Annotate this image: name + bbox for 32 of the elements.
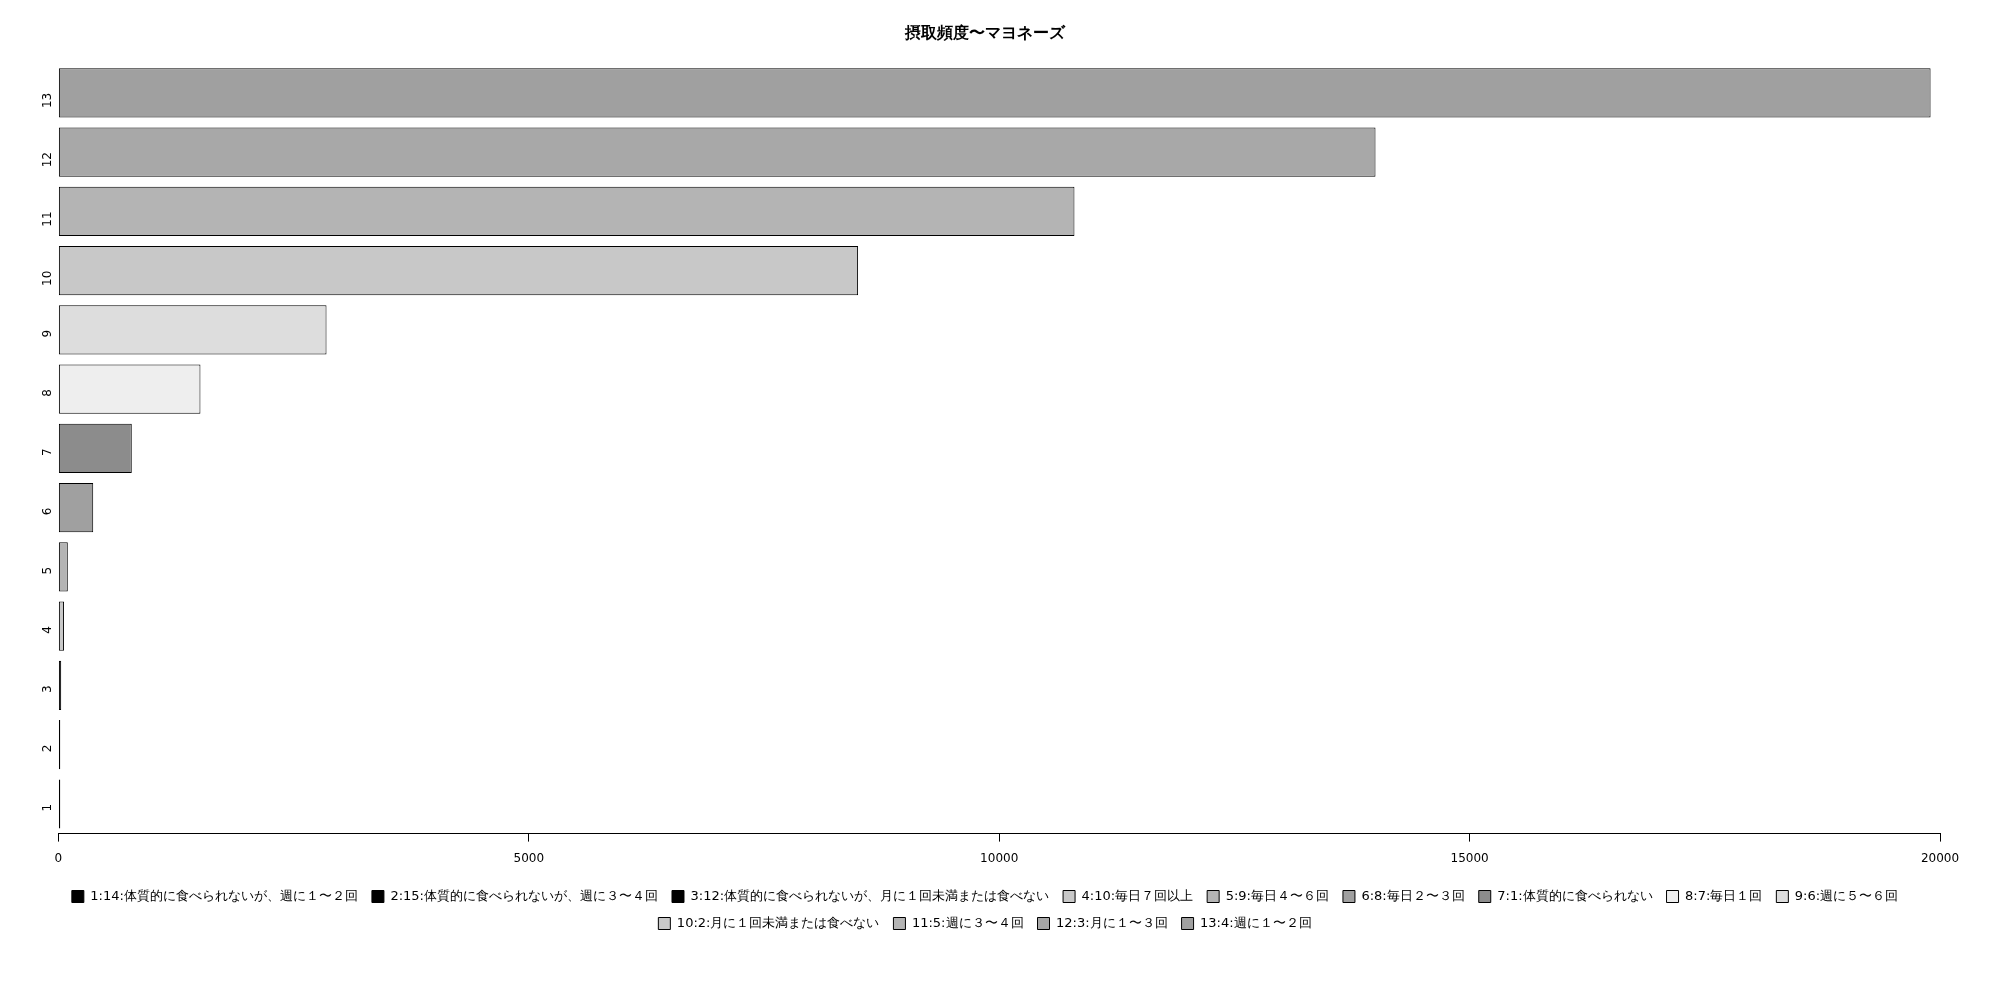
legend-label: 13:4:週に１〜２回: [1200, 914, 1312, 930]
y-tick-label: 3: [39, 685, 54, 694]
y-tick-label: 5: [39, 566, 54, 575]
legend-label: 11:5:週に３〜４回: [911, 914, 1024, 930]
legend-label: 6:8:毎日２〜３回: [1361, 887, 1465, 903]
y-tick-label: 1: [39, 803, 54, 812]
legend-label: 3:12:体質的に食べられないが、月に１回未満または食べない: [690, 887, 1050, 903]
legend-label: 4:10:毎日７回以上: [1081, 887, 1194, 903]
legend-label: 7:1:体質的に食べられない: [1497, 887, 1653, 903]
y-tick-label: 8: [39, 389, 54, 397]
y-tick-label: 4: [39, 626, 54, 634]
legend-label: 8:7:毎日１回: [1685, 887, 1763, 903]
legend-label: 10:2:月に１回未満または食べない: [676, 914, 880, 930]
y-tick-label: 9: [39, 329, 54, 338]
x-tick-label: 5000: [513, 850, 545, 865]
chart-title: 摂取頻度〜マヨネーズ: [904, 22, 1066, 42]
legend-label: 5:9:毎日４〜６回: [1225, 887, 1329, 903]
legend-label: 9:6:週に５〜６回: [1794, 887, 1899, 903]
x-tick-label: 10000: [980, 850, 1019, 865]
x-tick-label: 20000: [1920, 850, 1960, 865]
y-tick-label: 12: [39, 152, 54, 168]
y-tick-label: 7: [39, 448, 54, 457]
x-tick-label: 15000: [1450, 850, 1489, 865]
y-tick-label: 2: [39, 744, 54, 753]
y-tick-label: 6: [39, 507, 54, 516]
legend-label: 12:3:月に１〜３回: [1056, 914, 1168, 930]
y-tick-label: 13: [39, 92, 54, 109]
y-tick-label: 10: [39, 270, 54, 286]
legend-label: 1:14:体質的に食べられないが、週に１〜２回: [90, 887, 358, 903]
x-tick-label: 0: [54, 850, 63, 865]
y-tick-label: 11: [39, 211, 54, 227]
legend-label: 2:15:体質的に食べられないが、週に３〜４回: [390, 887, 658, 903]
